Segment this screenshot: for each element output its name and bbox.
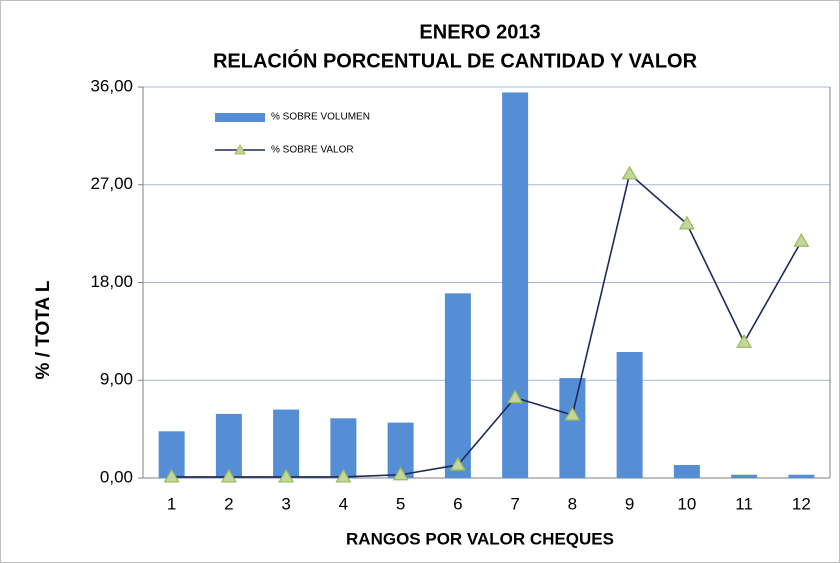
x-tick-label: 7 xyxy=(510,494,519,513)
marker xyxy=(335,468,352,483)
marker xyxy=(392,466,409,481)
bar xyxy=(731,474,758,478)
bar xyxy=(502,92,529,479)
x-tick-label: 10 xyxy=(677,494,696,513)
y-tick-label: 0,00 xyxy=(100,467,133,486)
marker xyxy=(163,468,180,483)
y-tick-label: 9,00 xyxy=(100,370,133,389)
bar xyxy=(444,293,471,478)
x-tick-label: 2 xyxy=(224,494,233,513)
legend-marker xyxy=(234,143,246,155)
y-axis-label: % / TOTA L xyxy=(33,280,54,379)
marker xyxy=(793,233,810,247)
bar xyxy=(616,352,643,478)
x-tick-label: 9 xyxy=(625,494,634,513)
legend-swatch xyxy=(215,113,265,122)
chart-title: ENERO 2013 xyxy=(419,21,540,43)
marker xyxy=(449,456,466,471)
bar xyxy=(273,409,300,478)
marker xyxy=(564,406,581,421)
x-tick-label: 12 xyxy=(792,494,811,513)
marker xyxy=(220,468,237,483)
marker xyxy=(621,165,638,180)
bar xyxy=(788,474,815,478)
x-tick-label: 4 xyxy=(339,494,348,513)
chart-subtitle: RELACIÓN PORCENTUAL DE CANTIDAD Y VALOR xyxy=(213,48,698,72)
x-tick-label: 5 xyxy=(396,494,405,513)
y-tick-label: 18,00 xyxy=(90,272,133,291)
x-tick-label: 3 xyxy=(281,494,290,513)
line xyxy=(171,172,803,478)
legend-label: % SOBRE VALOR xyxy=(271,145,354,156)
x-tick-label: 6 xyxy=(453,494,462,513)
marker xyxy=(678,215,695,230)
bar xyxy=(215,413,242,478)
x-axis-label: RANGOS POR VALOR CHEQUES xyxy=(346,529,614,548)
marker xyxy=(507,389,524,404)
marker xyxy=(278,468,295,483)
x-tick-label: 8 xyxy=(568,494,577,513)
bar xyxy=(330,418,357,478)
y-tick-label: 36,00 xyxy=(90,76,133,95)
x-tick-label: 1 xyxy=(167,494,176,513)
x-tick-label: 11 xyxy=(735,494,753,513)
y-tick-label: 27,00 xyxy=(90,174,133,193)
bar xyxy=(559,378,586,478)
bar xyxy=(673,464,700,478)
marker xyxy=(736,334,753,348)
legend-label: % SOBRE VOLUMEN xyxy=(271,112,370,123)
